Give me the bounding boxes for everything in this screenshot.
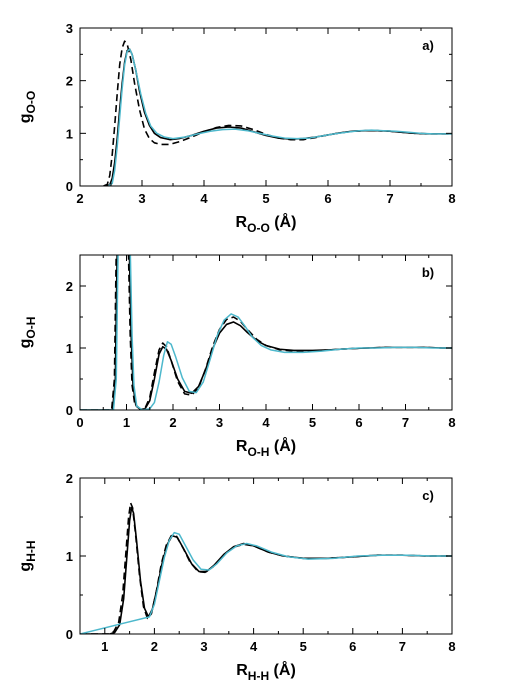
panel-a-ytick-label: 2 [66,74,73,89]
panel-b-series-solid [80,255,452,410]
panel-b-label: b) [422,265,434,280]
panel-c-xtick-label: 6 [349,639,356,654]
panel-c-xtick-label: 8 [448,639,455,654]
panel-a-series-cyan [108,48,452,186]
panel-c-xtick-label: 5 [300,639,307,654]
panel-a-xlabel-sub: O-O [247,221,270,235]
panel-a-ytick-label: 3 [66,21,73,36]
panel-a-xtick-label: 5 [262,191,269,206]
panel-b-xtick-label: 1 [123,415,130,430]
panel-c-ytick-label: 1 [66,549,73,564]
panel-b-xlabel-sub: O-H [247,445,269,459]
panel-b-ylabel-sub: O-H [24,317,38,339]
panel-c-xtick-label: 7 [399,639,406,654]
panel-a-ytick-label: 1 [66,126,73,141]
panel-c-ytick-label: 2 [66,471,73,486]
panel-c-xlabel-unit: (Å) [269,660,296,679]
panel-c-ytick-label: 0 [66,627,73,642]
panel-b-xlabel-unit: (Å) [269,436,296,455]
panel-b-series-dashed [80,255,452,410]
panel-a-xlabel-main: R [236,214,248,231]
panel-b-ytick-label: 2 [66,279,73,294]
panel-a-xtick-label: 7 [386,191,393,206]
panel-b-xlabel: RO-H (Å) [236,436,296,459]
panel-a-series-dashed [103,40,452,186]
panel-b-frame [79,254,453,411]
panel-c-ylabel-main: g [17,562,34,572]
panel-c-xlabel: RH-H (Å) [236,660,296,683]
panel-b-xtick-label: 8 [448,415,455,430]
panel-b-xtick-label: 2 [169,415,176,430]
panel-a-xtick-label: 8 [448,191,455,206]
panel-c-series-cyan [80,531,452,634]
panel-c-ylabel: gH-H [17,540,38,571]
panel-c-ylabel-sub: H-H [24,540,38,561]
panel-a-xlabel-unit: (Å) [270,212,297,231]
panel-a-xtick-label: 3 [138,191,145,206]
panel-c-xtick-label: 4 [250,639,258,654]
panel-b-xtick-label: 3 [216,415,223,430]
panel-b-xtick-label: 5 [309,415,316,430]
panel-b-ytick-label: 1 [66,341,73,356]
panel-a-ylabel-main: g [17,113,34,123]
panel-b-xtick-label: 7 [402,415,409,430]
panel-c-xtick-label: 3 [200,639,207,654]
panel-c-xtick-label: 2 [151,639,158,654]
panel-a-xtick-label: 2 [76,191,83,206]
panel-c-xtick-label: 1 [101,639,108,654]
panel-c-label: c) [422,488,434,503]
panel-b-ylabel-main: g [17,339,34,349]
panel-b-xtick-label: 0 [76,415,83,430]
panel-a-xtick-label: 6 [324,191,331,206]
panel-b-xtick-label: 6 [355,415,362,430]
panel-a-xlabel: RO-O (Å) [236,212,297,235]
panel-a-ylabel-sub: O-O [24,91,38,114]
panel-c-series-dashed [80,502,452,634]
panel-a-series-solid [104,48,452,186]
panel-b-ytick-label: 0 [66,403,73,418]
panel-c-xlabel-main: R [236,662,248,679]
panel-c-series-solid [80,506,452,634]
panel-a-xtick-label: 4 [200,191,208,206]
panel-b-ylabel: gO-H [17,317,38,349]
panel-a-frame [79,27,453,187]
panel-b-xtick-label: 4 [262,415,270,430]
panel-a-ytick-label: 0 [66,179,73,194]
panel-a-label: a) [422,38,434,53]
panel-a-ylabel: gO-O [17,91,38,123]
panel-c-xlabel-sub: H-H [248,669,269,683]
panel-b-xlabel-main: R [236,438,248,455]
panel-b-series-cyan [80,255,452,410]
